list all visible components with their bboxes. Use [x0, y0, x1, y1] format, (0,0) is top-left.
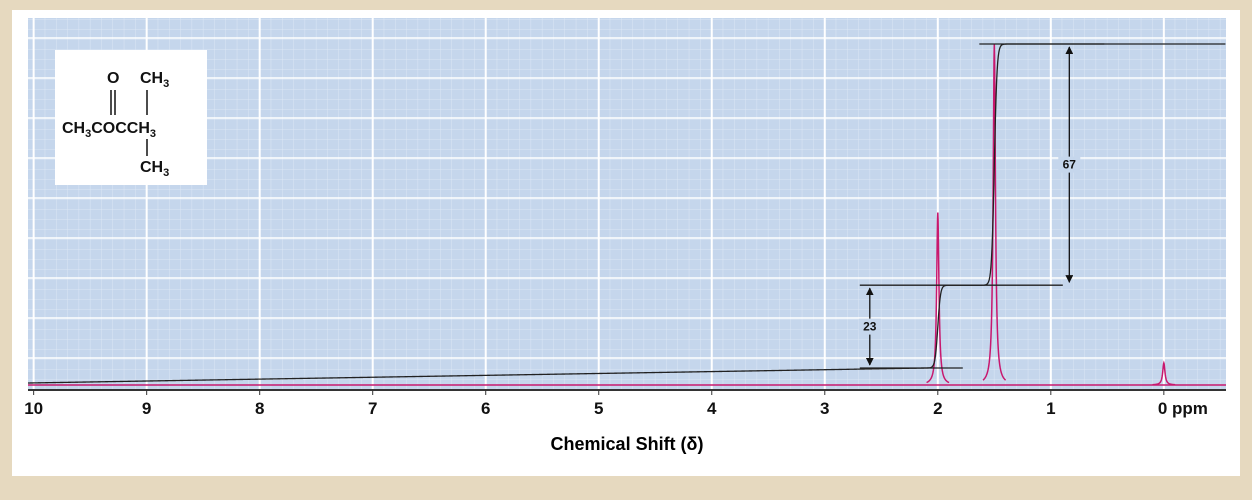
- peak: [1152, 360, 1176, 386]
- formula-part: CH: [62, 120, 85, 137]
- peak: [926, 212, 950, 384]
- x-tick-label: 2: [933, 399, 942, 418]
- integral-label-bg: [1058, 156, 1081, 173]
- marks: 23 67: [27, 43, 1226, 386]
- formula-part: CH: [140, 70, 163, 87]
- x-tick-label: 10: [24, 399, 43, 418]
- formula-group: CH3: [140, 70, 169, 90]
- x-tick-label: 4: [707, 399, 717, 418]
- formula-part: COCCH: [91, 120, 150, 137]
- formula-sub: 3: [163, 78, 169, 90]
- formula-sub: 3: [85, 128, 91, 140]
- x-tick-label: 0 ppm: [1158, 399, 1208, 418]
- integral-label-bg: [858, 318, 881, 335]
- formula-group: CH3COCCH3: [62, 120, 156, 140]
- x-tick-label: 7: [368, 399, 377, 418]
- x-tick-label: 8: [255, 399, 264, 418]
- integral-label: 23: [863, 320, 877, 334]
- plot-area: [28, 18, 1226, 390]
- formula-group: CH3: [140, 159, 169, 179]
- integral-label: 67: [1063, 158, 1077, 172]
- structure-box: [55, 50, 207, 185]
- formula-sub: 3: [150, 128, 156, 140]
- x-tick-label: 5: [594, 399, 603, 418]
- formula-atom: O: [107, 70, 119, 87]
- grid: [28, 18, 1226, 390]
- x-tick-label: 3: [820, 399, 829, 418]
- structure: O CH3 CH3COCCH3 CH3: [62, 70, 169, 179]
- formula-sub: 3: [163, 167, 169, 179]
- x-tick-label: 6: [481, 399, 490, 418]
- x-axis-label: Chemical Shift (δ): [551, 434, 704, 454]
- x-tick-label: 9: [142, 399, 151, 418]
- x-tick-label: 1: [1046, 399, 1055, 418]
- formula-part: CH: [140, 159, 163, 176]
